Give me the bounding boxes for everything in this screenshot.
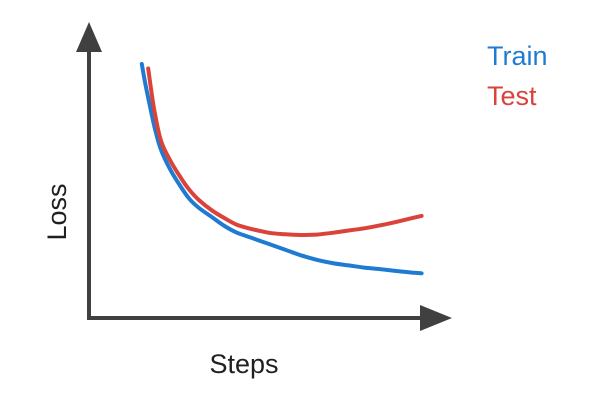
legend-entry-test: Test — [487, 81, 537, 111]
series-line-train — [139, 62, 424, 276]
y-axis-arrow-icon — [76, 22, 102, 52]
x-axis-arrow-icon — [420, 305, 452, 331]
series-layer — [139, 62, 424, 276]
series-line-test — [146, 66, 424, 237]
x-axis-label: Steps — [209, 349, 278, 379]
y-axis-label: Loss — [42, 183, 72, 240]
legend: Train Test — [487, 41, 548, 111]
legend-entry-train: Train — [487, 41, 548, 71]
